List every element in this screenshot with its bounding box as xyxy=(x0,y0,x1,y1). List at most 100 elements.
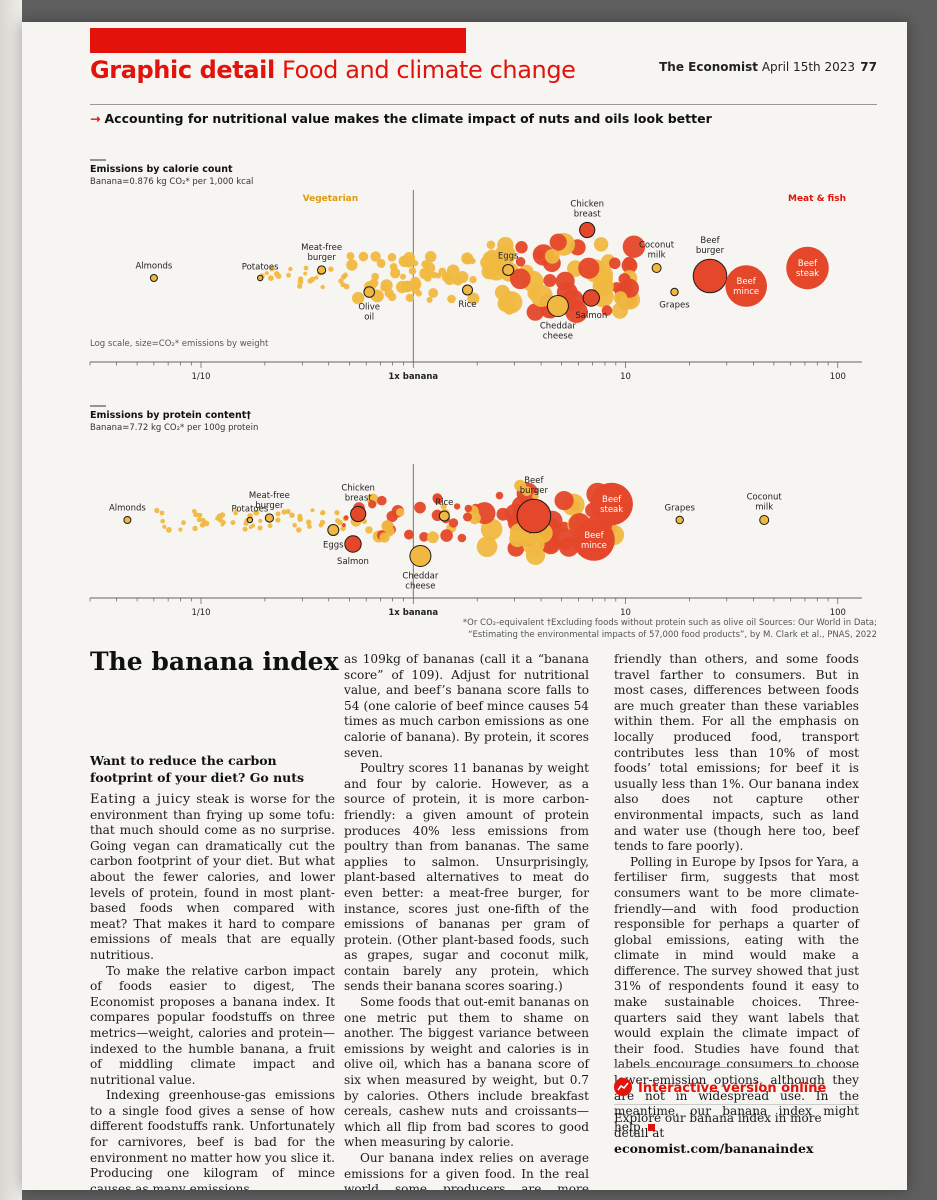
meat-fish-point xyxy=(601,305,613,316)
label-potatoes: Potatoes xyxy=(242,262,279,272)
meat-fish-point xyxy=(343,515,349,521)
section-title: Graphic detail Food and climate change xyxy=(90,56,576,84)
group-label-vegetarian: Vegetarian xyxy=(303,194,359,204)
vegetarian-point xyxy=(490,266,499,275)
food-cloud xyxy=(154,479,625,565)
vegetarian-point xyxy=(297,283,303,289)
meat-fish-point xyxy=(515,241,528,254)
vegetarian-point xyxy=(341,274,347,280)
point-olive-oil xyxy=(363,286,376,298)
meat-fish-point xyxy=(526,303,544,321)
meat-fish-point xyxy=(549,233,567,251)
paragraph: friendly than others, and some foods tra… xyxy=(614,652,859,854)
label-beef-mince: Beef xyxy=(737,277,757,287)
meat-fish-point xyxy=(463,512,472,522)
vegetarian-point xyxy=(292,522,298,528)
meat-fish-point xyxy=(404,529,414,540)
vegetarian-point xyxy=(435,272,442,279)
article-column-1: Eating a juicy steak is worse for the en… xyxy=(90,792,335,1190)
vegetarian-point xyxy=(379,532,390,543)
label-olive-oil: oil xyxy=(364,312,374,322)
vegetarian-point xyxy=(337,519,343,526)
vegetarian-point xyxy=(379,262,385,268)
dropcap: Eating a juicy xyxy=(90,792,191,807)
vegetarian-point xyxy=(494,284,510,300)
vegetarian-point xyxy=(483,252,493,262)
vegetarian-point xyxy=(253,509,260,516)
publication-name: The Economist xyxy=(659,60,758,74)
meat-fish-point xyxy=(554,491,574,511)
vegetarian-point xyxy=(268,275,274,281)
page-number: 77 xyxy=(860,60,877,74)
promo-rule xyxy=(614,1104,859,1105)
vegetarian-point xyxy=(476,536,498,557)
meat-fish-point xyxy=(555,271,575,291)
meat-fish-point xyxy=(453,503,461,510)
section-name: Graphic detail xyxy=(90,56,275,84)
label-olive-oil: Olive xyxy=(358,302,380,312)
vegetarian-point xyxy=(319,519,326,526)
vegetarian-point xyxy=(305,519,312,526)
vegetarian-point xyxy=(258,518,263,523)
meat-fish-point xyxy=(495,491,504,500)
point-meat-free-burger xyxy=(317,265,327,275)
vegetarian-point xyxy=(346,259,358,271)
point-potatoes xyxy=(257,274,264,282)
vegetarian-point xyxy=(309,276,316,283)
vegetarian-point xyxy=(320,510,326,516)
chart-footnote-1: *Or CO₂-equivalent †Excluding foods with… xyxy=(462,618,877,628)
vegetarian-point xyxy=(178,527,183,532)
point-beef-burger xyxy=(516,498,552,534)
x-tick-label: 1/10 xyxy=(191,608,210,618)
meat-fish-point xyxy=(510,268,531,290)
label-eggs: Eggs xyxy=(323,541,344,551)
interactive-link[interactable]: economist.com/bananaindex xyxy=(614,1141,814,1156)
label-almonds: Almonds xyxy=(109,504,146,514)
vegetarian-point xyxy=(358,251,369,262)
label-chicken-breast: Chicken xyxy=(341,483,375,493)
label-eggs: Eggs xyxy=(498,251,519,261)
vegetarian-point xyxy=(387,292,397,302)
meat-fish-point xyxy=(464,504,472,513)
label-coconut-milk: Coconut xyxy=(639,241,675,251)
article-headline: The banana index xyxy=(90,647,339,676)
vegetarian-point xyxy=(162,524,167,529)
chart-subtitle: Banana=7.72 kg CO₂* per 100g protein xyxy=(90,423,258,433)
paragraph: Eating a juicy steak is worse for the en… xyxy=(90,792,335,964)
interactive-text: Explore our banana index in more detail … xyxy=(614,1111,822,1140)
section-red-bar xyxy=(90,28,466,53)
vegetarian-point xyxy=(219,512,226,518)
point-beef-steak xyxy=(590,482,633,526)
x-tick-label: 1x banana xyxy=(388,608,438,618)
page-gutter xyxy=(0,0,22,1200)
vegetarian-point xyxy=(593,237,609,252)
interactive-title[interactable]: Interactive version online xyxy=(614,1078,859,1096)
chart-title: Emissions by protein content† xyxy=(90,410,251,421)
chart-plot: Emissions by protein content† Banana=7.72… xyxy=(89,405,862,618)
vegetarian-point xyxy=(514,479,526,492)
meat-fish-point xyxy=(622,235,646,258)
vegetarian-point xyxy=(592,275,614,297)
point-grapes xyxy=(670,287,679,297)
vegetarian-point xyxy=(200,517,206,523)
label-cheddar-cheese: Cheddar xyxy=(402,571,439,581)
point-salmon xyxy=(344,535,362,553)
subheading-text: Accounting for nutritional value makes t… xyxy=(104,111,712,126)
meat-fish-point xyxy=(377,495,387,506)
vegetarian-point xyxy=(444,273,456,286)
vegetarian-point xyxy=(447,294,456,304)
meat-fish-point xyxy=(565,300,588,323)
x-tick-label: 100 xyxy=(830,608,846,618)
vegetarian-point xyxy=(310,508,315,513)
meat-fish-point xyxy=(457,533,467,543)
vegetarian-point xyxy=(381,520,394,532)
meat-fish-point xyxy=(414,501,426,514)
label-beef-burger: Beef xyxy=(524,476,544,486)
scale-note: Log scale, size=CO₂* emissions by weight xyxy=(90,339,269,349)
vegetarian-point xyxy=(160,518,165,524)
paragraph: To make the relative carbon impact of fo… xyxy=(90,963,335,1087)
label-meat-free-burger: Meat-free xyxy=(249,491,290,501)
label-almonds: Almonds xyxy=(135,262,172,272)
vegetarian-point xyxy=(408,267,417,275)
vegetarian-point xyxy=(403,252,416,264)
